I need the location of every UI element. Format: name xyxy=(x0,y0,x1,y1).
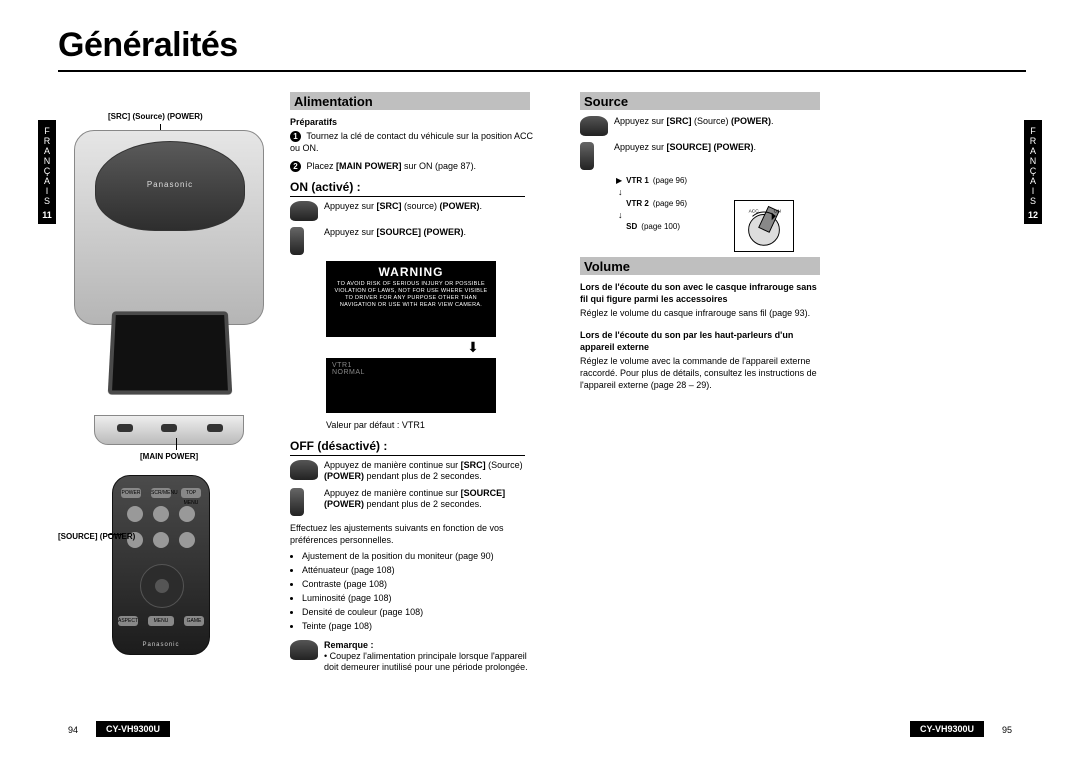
volume-block1-title: Lors de l'écoute du son avec le casque i… xyxy=(580,281,820,305)
on-step-device: Appuyez sur [SRC] (source) (POWER). xyxy=(290,201,540,221)
device-icon xyxy=(290,640,318,660)
title-rule xyxy=(58,70,1026,72)
page-number-right: 95 xyxy=(1002,725,1012,735)
adjust-item: Luminosité (page 108) xyxy=(302,592,540,604)
source-flow: ▶VTR 1 (page 96) ↓ ▶VTR 2 (page 96) ↓ ▶S… xyxy=(616,176,840,231)
device-brand: Panasonic xyxy=(96,180,244,189)
remote-illustration: POWER SCR/MENU TOP MENU ASPECT MENU GAME… xyxy=(112,475,210,655)
on-step-remote: Appuyez sur [SOURCE] (POWER). xyxy=(290,227,540,255)
remote-icon xyxy=(290,488,304,516)
label-source-power: [SOURCE] (POWER) xyxy=(58,532,108,541)
remote-icon xyxy=(290,227,304,255)
device-icon xyxy=(290,201,318,221)
label-src-power: [SRC] (Source) (POWER) xyxy=(108,112,203,121)
column-alimentation: Alimentation Préparatifs 1 Tournez la cl… xyxy=(290,92,540,679)
side-tab-left: FRANÇAIS 11 xyxy=(38,120,56,224)
adjust-list: Ajustement de la position du moniteur (p… xyxy=(302,550,540,632)
source-step-remote: Appuyez sur [SOURCE] (POWER). xyxy=(580,142,840,170)
footer-model-right: CY-VH9300U xyxy=(910,721,984,737)
off-subheading: OFF (désactivé) : xyxy=(290,439,525,456)
prep-step-1: Tournez la clé de contact du véhicule su… xyxy=(290,131,533,153)
footer-model-left: CY-VH9300U xyxy=(96,721,170,737)
adjust-item: Atténuateur (page 108) xyxy=(302,564,540,576)
product-illustration-column: [SRC] (Source) (POWER) Panasonic [MAIN P… xyxy=(68,100,268,655)
step-2-icon: 2 xyxy=(290,161,301,172)
off-step-device: Appuyez de manière continue sur [SRC] (S… xyxy=(290,460,540,482)
arrow-down-icon: ⬇ xyxy=(406,339,540,356)
preparatifs-title: Préparatifs xyxy=(290,116,540,128)
page-title: Généralités xyxy=(58,26,238,65)
device-bottom-strip xyxy=(94,415,244,445)
device-main-illustration: Panasonic xyxy=(74,130,264,325)
off-step-remote: Appuyez de manière continue sur [SOURCE]… xyxy=(290,488,540,516)
volume-block1-text: Réglez le volume du casque infrarouge sa… xyxy=(580,307,820,319)
heading-volume: Volume xyxy=(580,257,820,275)
heading-source: Source xyxy=(580,92,820,110)
mode-screen: VTR1 NORMAL xyxy=(326,358,496,413)
remote-icon xyxy=(580,142,594,170)
source-step-device: Appuyez sur [SRC] (Source) (POWER). xyxy=(580,116,840,136)
default-value-text: Valeur par défaut : VTR1 xyxy=(326,419,540,431)
label-main-power: [MAIN POWER] xyxy=(140,452,198,461)
warning-screen: WARNING TO AVOID RISK OF SERIOUS INJURY … xyxy=(326,261,496,337)
side-tab-right: FRANÇAIS 12 xyxy=(1024,120,1042,224)
device-icon xyxy=(290,460,318,480)
page-number-left: 94 xyxy=(68,725,78,735)
adjust-item: Densité de couleur (page 108) xyxy=(302,606,540,618)
volume-block2-title: Lors de l'écoute du son par les haut-par… xyxy=(580,329,820,353)
volume-block2-text: Réglez le volume avec la commande de l'a… xyxy=(580,355,820,391)
adjust-item: Ajustement de la position du moniteur (p… xyxy=(302,550,540,562)
heading-alimentation: Alimentation xyxy=(290,92,530,110)
column-source-volume: Source Appuyez sur [SRC] (Source) (POWER… xyxy=(580,92,840,391)
device-icon xyxy=(580,116,608,136)
remark-block: Remarque : • Coupez l'alimentation princ… xyxy=(290,640,540,673)
adjust-intro: Effectuez les ajustements suivants en fo… xyxy=(290,522,520,546)
on-subheading: ON (activé) : xyxy=(290,180,525,197)
adjust-item: Teinte (page 108) xyxy=(302,620,540,632)
step-1-icon: 1 xyxy=(290,131,301,142)
adjust-item: Contraste (page 108) xyxy=(302,578,540,590)
